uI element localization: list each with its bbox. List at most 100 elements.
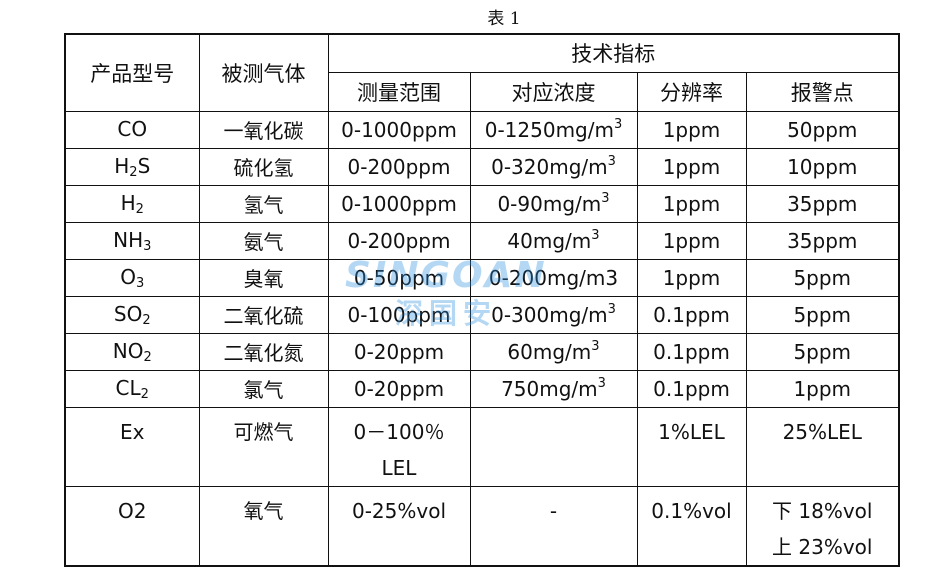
cell-model: CL2 [64, 369, 200, 408]
cell-gas: 硫化氢 [198, 147, 329, 186]
cell-resolution: 1ppm [636, 147, 747, 186]
cell-conc: 60mg/m3 [469, 332, 638, 371]
table-row: CO 一氧化碳 0-1000ppm 0-1250mg/m3 1ppm 50ppm [64, 110, 900, 149]
model-tail: S [137, 153, 151, 178]
conc-superscript: 3 [591, 228, 600, 243]
conc-text: 60mg/m [507, 340, 592, 364]
header-conc: 对应浓度 [469, 71, 638, 112]
cell-alarm: 5ppm [745, 295, 900, 334]
model-subscript: 2 [135, 201, 144, 217]
cell-range: 0-1000ppm [327, 184, 471, 223]
model-text: SO [113, 301, 143, 326]
conc-superscript: 3 [607, 154, 616, 169]
cell-range: 0-200ppm [327, 147, 471, 186]
cell-range: 0-20ppm [327, 369, 471, 408]
conc-text: 0-300mg/m [491, 303, 608, 327]
header-range: 测量范围 [327, 71, 471, 112]
cell-alarm: 下 18%vol 上 23%vol [745, 485, 900, 566]
table-row: NO2 二氧化氮 0-20ppm 60mg/m3 0.1ppm 5ppm [64, 332, 900, 371]
alarm-line: 上 23%vol [772, 534, 873, 559]
range-line: 0－100％ [353, 419, 445, 444]
cell-model: NH3 [64, 221, 200, 260]
cell-range: 0-20ppm [327, 332, 471, 371]
cell-resolution: 0.1ppm [636, 332, 747, 371]
cell-gas: 氧气 [198, 485, 329, 566]
table-row: Ex 可燃气 0－100％ LEL 1%LEL 25%LEL [64, 406, 900, 487]
conc-text: 750mg/m [501, 377, 598, 401]
cell-range: 0-25%vol [327, 485, 471, 566]
cell-alarm: 25%LEL [745, 406, 900, 487]
cell-range: 0-50ppm [327, 258, 471, 297]
table-row: NH3 氨气 0-200ppm 40mg/m3 1ppm 35ppm [64, 221, 900, 260]
model-text: O [120, 264, 136, 289]
model-subscript: 3 [143, 238, 152, 254]
cell-model: CO [64, 110, 200, 149]
cell-gas: 臭氧 [198, 258, 329, 297]
cell-alarm: 5ppm [745, 332, 900, 371]
cell-resolution: 1ppm [636, 221, 747, 260]
model-subscript: 2 [129, 164, 138, 180]
cell-model: H2S [64, 147, 200, 186]
cell-gas: 一氧化碳 [198, 110, 329, 149]
conc-superscript: 3 [591, 339, 600, 354]
cell-model: Ex [64, 406, 200, 487]
cell-gas: 二氧化硫 [198, 295, 329, 334]
cell-range: 0－100％ LEL [327, 406, 471, 487]
conc-superscript: 3 [613, 117, 623, 132]
model-text: NH [113, 227, 144, 252]
conc-superscript: 3 [597, 376, 606, 391]
cell-alarm: 50ppm [745, 110, 900, 149]
model-text: CO [117, 116, 148, 141]
cell-gas: 可燃气 [198, 406, 329, 487]
model-subscript: 2 [140, 386, 149, 402]
cell-conc: 0-1250mg/m3 [469, 110, 638, 149]
cell-resolution: 1ppm [636, 258, 747, 297]
table-row: H2 氢气 0-1000ppm 0-90mg/m3 1ppm 35ppm [64, 184, 900, 223]
conc-superscript: 3 [607, 302, 616, 317]
conc-text: 0-200mg/m3 [488, 266, 619, 290]
header-tech: 技术指标 [327, 33, 900, 73]
conc-text: 0-1250mg/m [484, 118, 614, 142]
cell-model: NO2 [64, 332, 200, 371]
cell-resolution: 1%LEL [636, 406, 747, 487]
table-row: CL2 氯气 0-20ppm 750mg/m3 0.1ppm 1ppm [64, 369, 900, 408]
model-text: H [114, 153, 130, 178]
table-row: O2 氧气 0-25%vol - 0.1%vol 下 18%vol 上 23%vo… [64, 485, 900, 566]
model-subscript: 2 [143, 349, 152, 365]
cell-resolution: 1ppm [636, 184, 747, 223]
cell-model: O3 [64, 258, 200, 297]
model-text: CL [115, 375, 141, 400]
table-row: H2S 硫化氢 0-200ppm 0-320mg/m3 1ppm 10ppm [64, 147, 900, 186]
cell-gas: 氨气 [198, 221, 329, 260]
model-text: NO [112, 338, 144, 363]
cell-conc: 750mg/m3 [469, 369, 638, 408]
table-row: O3 臭氧 0-50ppm 0-200mg/m3 1ppm 5ppm [64, 258, 900, 297]
cell-conc: 0-90mg/m3 [469, 184, 638, 223]
cell-alarm: 35ppm [745, 221, 900, 260]
model-subscript: 2 [142, 312, 151, 328]
model-subscript: 3 [135, 275, 145, 291]
header-alarm: 报警点 [745, 71, 900, 112]
header-resolution: 分辨率 [636, 71, 747, 112]
spec-table: 产品型号 被测气体 技术指标 测量范围 对应浓度 分辨率 报警点 CO 一氧化碳… [64, 33, 900, 567]
cell-resolution: 0.1ppm [636, 369, 747, 408]
cell-gas: 氯气 [198, 369, 329, 408]
cell-conc: 0-300mg/m3 [469, 295, 638, 334]
cell-gas: 氢气 [198, 184, 329, 223]
range-line: LEL [381, 455, 417, 480]
cell-gas: 二氧化氮 [198, 332, 329, 371]
cell-conc: - [469, 485, 638, 566]
conc-text: 0-320mg/m [491, 155, 608, 179]
model-text: H [120, 190, 136, 215]
cell-model: O2 [64, 485, 200, 566]
header-gas: 被测气体 [198, 33, 329, 112]
cell-alarm: 35ppm [745, 184, 900, 223]
cell-conc [469, 406, 638, 487]
cell-range: 0-100ppm [327, 295, 471, 334]
header-model: 产品型号 [64, 33, 200, 112]
cell-range: 0-1000ppm [327, 110, 471, 149]
table-caption: 表 1 [487, 9, 521, 29]
cell-range: 0-200ppm [327, 221, 471, 260]
cell-resolution: 0.1%vol [636, 485, 747, 566]
conc-superscript: 3 [601, 191, 610, 206]
